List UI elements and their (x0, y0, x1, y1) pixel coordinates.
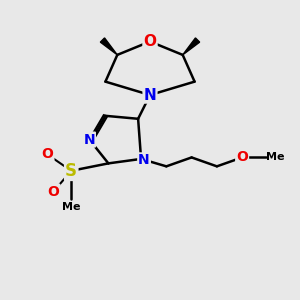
Text: O: O (41, 148, 53, 161)
Text: N: N (138, 153, 150, 167)
Text: S: S (65, 162, 77, 180)
Text: O: O (236, 150, 248, 164)
Text: N: N (83, 133, 95, 147)
Polygon shape (100, 38, 117, 55)
Text: Me: Me (266, 152, 284, 162)
Text: O: O (47, 184, 59, 199)
Text: N: N (144, 88, 156, 103)
Polygon shape (183, 38, 200, 55)
Text: Me: Me (62, 202, 80, 212)
Text: O: O (143, 34, 157, 49)
